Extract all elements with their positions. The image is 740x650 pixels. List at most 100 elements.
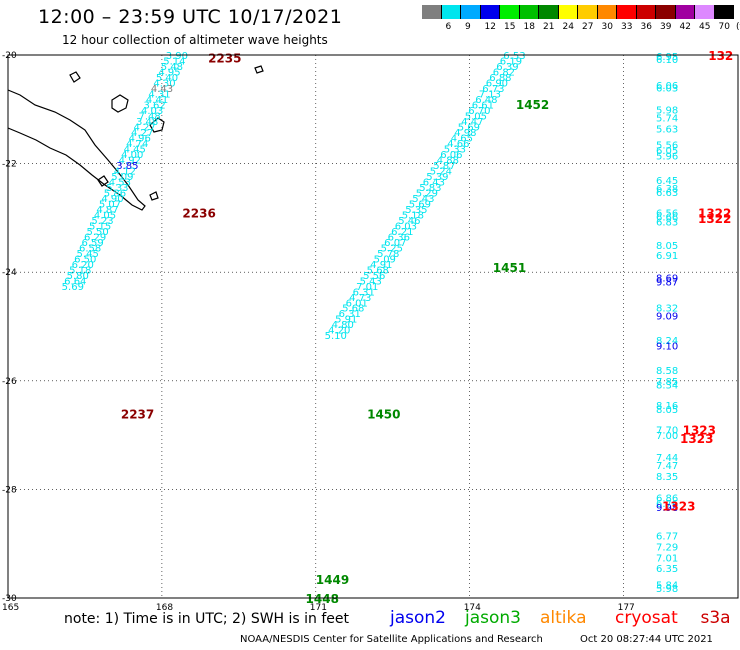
legend-label: 33 (621, 22, 633, 32)
swh-value: 5.07 (99, 199, 121, 210)
swh-value: 6.48 (475, 95, 497, 106)
swh-value: 4.27 (134, 122, 156, 133)
legend-swatch (636, 5, 656, 19)
swh-value: 7.70 (656, 426, 678, 437)
pass-time-label: 132 (708, 49, 733, 63)
swh-value: 4.03 (141, 106, 163, 117)
swh-value: 4.91 (370, 260, 392, 271)
pass-time-label: 1448 (306, 592, 339, 606)
swh-value: 5.96 (656, 151, 678, 162)
swh-value: 6.35 (656, 564, 678, 575)
swh-value: 4.65 (451, 133, 473, 144)
legend-label: 70 (718, 22, 730, 32)
swh-value: 5.48 (161, 62, 183, 73)
swh-value: 5.33 (444, 144, 466, 155)
altimeter-tracks: 3.905.145.484.955.404.304.434.314.413.62… (62, 51, 679, 595)
swh-value: 5.39 (426, 172, 448, 183)
swh-value: 6.39 (496, 62, 518, 73)
legend-label: 27 (582, 22, 594, 32)
swh-value: 6.53 (503, 51, 525, 62)
swh-value: 5.69 (409, 199, 431, 210)
swh-value: 5.50 (86, 227, 108, 238)
legend-swatch (461, 5, 481, 19)
pass-time-label: 1323 (683, 424, 716, 438)
swh-value: 8.69 (656, 274, 678, 285)
legend-label: 45 (699, 22, 711, 32)
swh-value: 7.47 (656, 461, 678, 472)
swh-value: 6.10 (656, 55, 678, 66)
swh-value: 5.83 (419, 183, 441, 194)
swh-value: 4.20 (328, 326, 350, 337)
swh-value: 6.05 (656, 146, 678, 157)
lat-tick-label: -20 (2, 51, 17, 61)
legend-swatch (617, 5, 637, 19)
swh-value: 5.80 (67, 271, 89, 282)
swh-value: 5.40 (156, 73, 178, 84)
pass-time-label: 2236 (182, 206, 215, 220)
swh-value: 9.87 (656, 277, 678, 288)
swh-value: 5.25 (381, 243, 403, 254)
swh-value: 5.15 (89, 221, 111, 232)
swh-value: 6.01 (346, 298, 368, 309)
legend-swatch (539, 5, 559, 19)
swh-value: 5.09 (111, 172, 133, 183)
lat-tick-label: -22 (2, 160, 17, 170)
credit-line: NOAA/NESDIS Center for Satellite Applica… (240, 634, 543, 645)
lon-tick-label: 177 (618, 603, 635, 613)
legend-swatch (500, 5, 520, 19)
footer-note: note: 1) Time is in UTC; 2) SWH is in fe… (64, 611, 350, 627)
map-frame (7, 54, 739, 599)
legend-swatch (597, 5, 617, 19)
legend-swatch (578, 5, 598, 19)
swh-value: 5.05 (465, 111, 487, 122)
swh-value: 5.68 (342, 304, 364, 315)
swh-value: 6.66 (656, 212, 678, 223)
legend-swatch (441, 5, 461, 19)
swh-value: 5.09 (374, 254, 396, 265)
pass-time-label: 1449 (316, 573, 349, 587)
swh-value: 8.05 (656, 241, 678, 252)
legend-swatch (558, 5, 578, 19)
legend-label: 24 (562, 22, 574, 32)
legend-swatch (480, 5, 500, 19)
lat-tick-label: -26 (2, 377, 17, 387)
legend-label: 12 (484, 22, 496, 32)
swh-value: 4.80 (332, 320, 354, 331)
swh-value: 4.88 (437, 155, 459, 166)
swh-value: 4.30 (153, 78, 175, 89)
swh-value: 8.32 (656, 303, 678, 314)
pass-time-label: 1323 (680, 432, 713, 446)
lon-tick-label: 171 (310, 603, 327, 613)
swh-value: 6.88 (489, 73, 511, 84)
legend-label: 6 (445, 22, 452, 32)
swh-value: 6.59 (82, 238, 104, 249)
pass-time-label: 1323 (662, 500, 695, 514)
swh-value: 6.29 (84, 232, 106, 243)
swh-value: 5.46 (398, 216, 420, 227)
swh-value: 6.31 (353, 287, 375, 298)
swh-value: 5.23 (91, 216, 113, 227)
swh-value: 5.33 (106, 183, 128, 194)
swh-value: 6.45 (656, 176, 678, 187)
legend-label: 9 (465, 22, 471, 32)
swh-value: 3.90 (166, 51, 188, 62)
swh-value: 6.19 (500, 56, 522, 67)
pass-time-label: 1322 (698, 206, 731, 220)
coastline-new-caledonia (7, 65, 264, 211)
swh-value: 6.03 (656, 84, 678, 95)
swh-value: 7.48 (138, 111, 160, 122)
legend-swatch (675, 5, 695, 19)
lon-tick-label: 168 (156, 603, 173, 613)
swh-value: 7.13 (479, 89, 501, 100)
swh-value: 7.29 (656, 542, 678, 553)
legend-label: 15 (504, 22, 516, 32)
swh-value: 6.61 (472, 100, 494, 111)
swh-value: 5.63 (656, 124, 678, 135)
swh-value: 4.98 (454, 128, 476, 139)
satellite-jason3: jason3 (465, 608, 521, 628)
legend-swatch (422, 5, 442, 19)
swh-value: 8.05 (656, 405, 678, 416)
swh-value: 5.43 (412, 194, 434, 205)
satellite-altika: altika (540, 608, 587, 628)
swh-value: 5.29 (416, 188, 438, 199)
